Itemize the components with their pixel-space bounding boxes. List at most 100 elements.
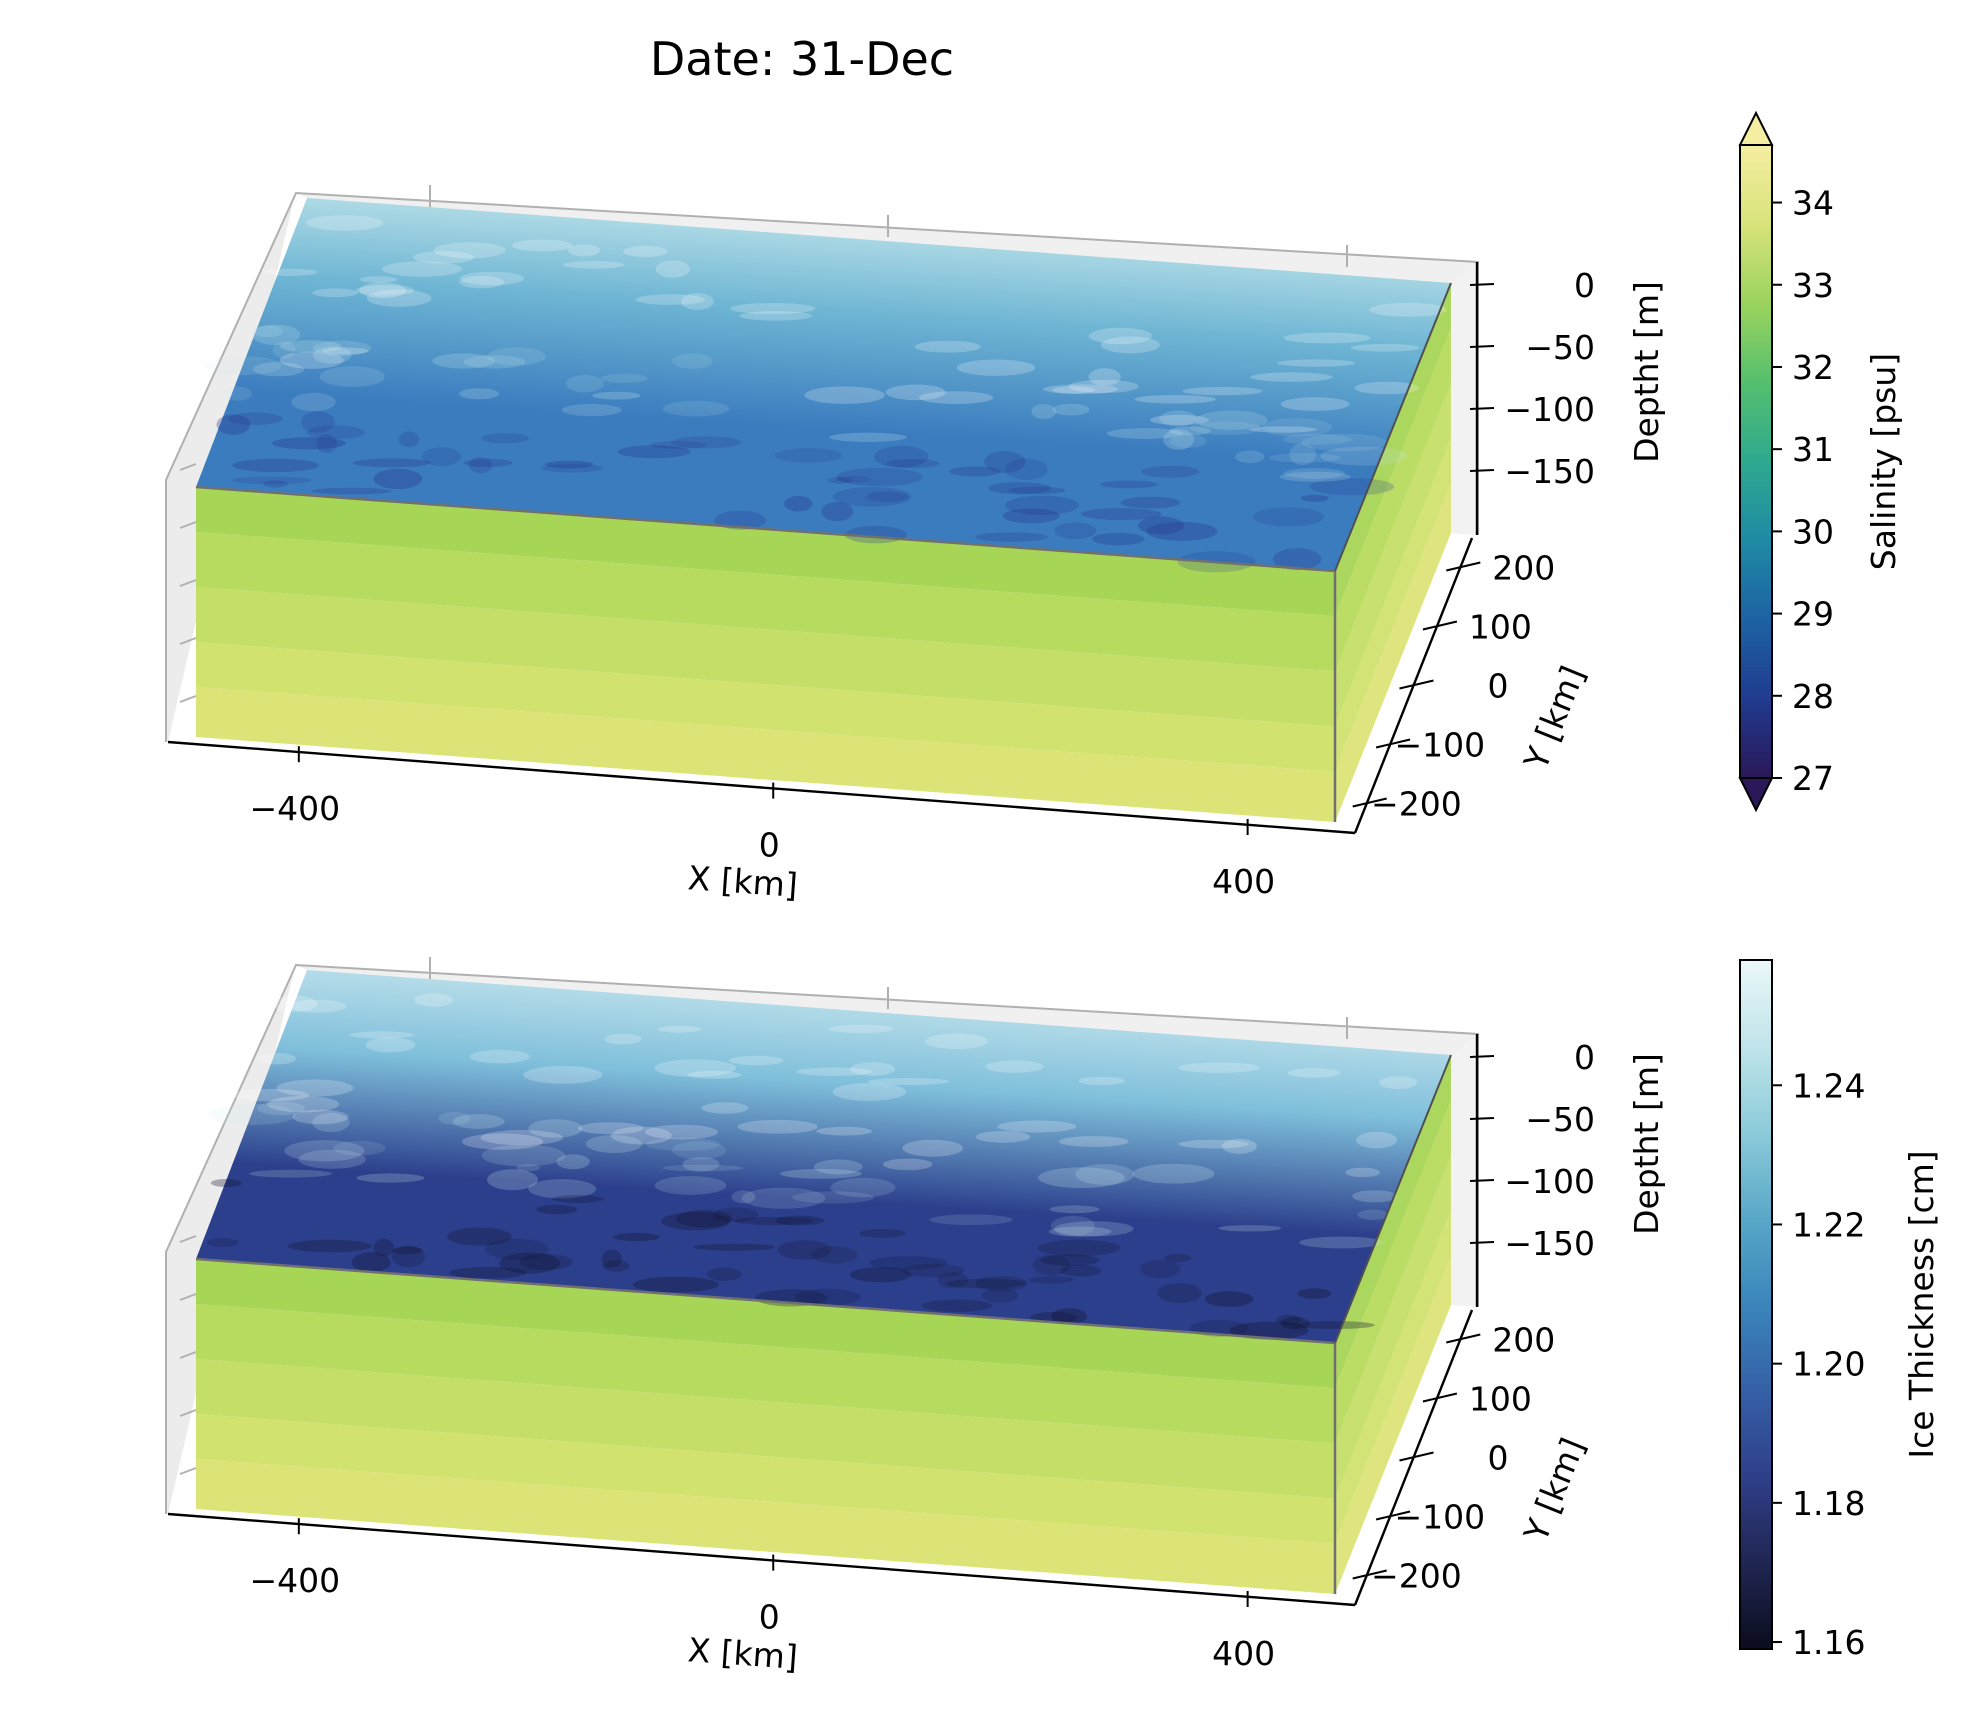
top-surface (196, 970, 1451, 1343)
eddy-light (1068, 379, 1139, 393)
eddy (1164, 1253, 1192, 1263)
colorbar-tick-label: 1.20 (1792, 1345, 1865, 1384)
eddy (829, 432, 907, 442)
eddy (438, 1111, 471, 1125)
x-axis-line (167, 740, 1356, 835)
eddy (251, 324, 301, 345)
z-tick (1469, 345, 1495, 348)
colorbar-tick-label: 34 (1792, 184, 1834, 223)
eddy (1032, 1254, 1071, 1276)
eddy (713, 1207, 759, 1222)
eddy (1031, 404, 1057, 419)
x-axis-label: X [km] (687, 858, 800, 905)
z-tick-label: −50 (1525, 1100, 1595, 1139)
eddy (1273, 548, 1322, 571)
eddy (210, 1179, 242, 1187)
grid-tick-left (179, 579, 197, 587)
eddy (1169, 434, 1208, 448)
eddy-light (1350, 343, 1420, 352)
eddy (481, 1144, 566, 1167)
eddy (312, 1112, 350, 1133)
eddy (1195, 410, 1268, 430)
eddy (836, 475, 870, 483)
eddy (1261, 418, 1333, 437)
eddy (280, 340, 342, 353)
front-face (196, 487, 1335, 822)
z-tick-label: −100 (1504, 390, 1595, 429)
eddy-light (469, 1049, 530, 1064)
eddy-light (796, 1067, 872, 1076)
eddy-light (312, 288, 359, 298)
eddy-light (729, 1055, 784, 1066)
eddy (1299, 1236, 1384, 1249)
eddy (921, 1299, 993, 1313)
eddy (216, 414, 251, 435)
eddy (1357, 1209, 1389, 1221)
eddy (650, 441, 707, 449)
eddy (613, 1233, 661, 1242)
eddy (1253, 507, 1325, 527)
colorbar-tick-label: 30 (1792, 512, 1834, 551)
y-tick (1446, 561, 1481, 572)
eddy-light (359, 282, 407, 299)
eddy (499, 1252, 561, 1274)
eddy (487, 1169, 538, 1191)
eddy-light (1058, 1136, 1129, 1147)
eddy-light (577, 1122, 644, 1135)
eddy (487, 347, 546, 366)
eddy (263, 480, 289, 488)
eddy (519, 1254, 573, 1270)
eddy-light (832, 1082, 906, 1101)
colorbar-tick-label: 29 (1792, 595, 1834, 634)
eddy-light (867, 1078, 950, 1085)
eddy (1005, 495, 1079, 515)
eddy (1081, 508, 1162, 521)
eddy (617, 445, 691, 459)
eddy (682, 1157, 720, 1172)
eddy-light (1078, 1076, 1125, 1086)
eddy-light (459, 275, 504, 289)
eddy (469, 457, 492, 474)
y-tick (1399, 679, 1434, 690)
colorbar-frame (1739, 959, 1773, 1650)
eddy-light (956, 359, 1036, 376)
eddy-light (259, 1053, 296, 1065)
eddy-light (657, 1025, 702, 1033)
eddy (671, 436, 742, 449)
eddy-light (349, 1031, 415, 1039)
top-surface-eddies (207, 993, 1418, 1340)
eddy-light (322, 347, 369, 355)
y-tick-label: 0 (1488, 1439, 1509, 1478)
eddy (1309, 478, 1395, 496)
y-tick-label: −100 (1394, 1498, 1485, 1537)
eddy (249, 1169, 332, 1178)
eddy (556, 1154, 590, 1170)
eddy-light (1149, 414, 1210, 425)
eddy (600, 373, 649, 383)
eddy-light (1101, 336, 1160, 354)
eddy-light (1221, 1138, 1257, 1154)
eddy (298, 1149, 366, 1169)
grid-tick-left (179, 463, 197, 471)
eddy-light (1178, 1062, 1260, 1073)
eddy (946, 1278, 1026, 1289)
eddy (1283, 468, 1345, 479)
eddy-light (462, 1133, 544, 1150)
eddy (676, 1209, 732, 1228)
eddy (1320, 446, 1408, 466)
eddy (1060, 1264, 1102, 1277)
eddy (901, 1263, 965, 1278)
z-tick (1469, 1055, 1495, 1058)
eddy (272, 437, 346, 450)
eddy (654, 1176, 727, 1195)
eddy-light (654, 1059, 736, 1077)
z-tick (1469, 469, 1495, 472)
z-tick (1469, 283, 1495, 286)
front-face-band (196, 642, 1335, 772)
eddy (827, 477, 852, 484)
eddy (311, 487, 392, 495)
colorbar-fill (1740, 960, 1772, 1649)
colorbar-tick-label: 31 (1792, 430, 1834, 469)
eddy (1235, 450, 1265, 463)
eddy-light (1287, 1068, 1341, 1078)
